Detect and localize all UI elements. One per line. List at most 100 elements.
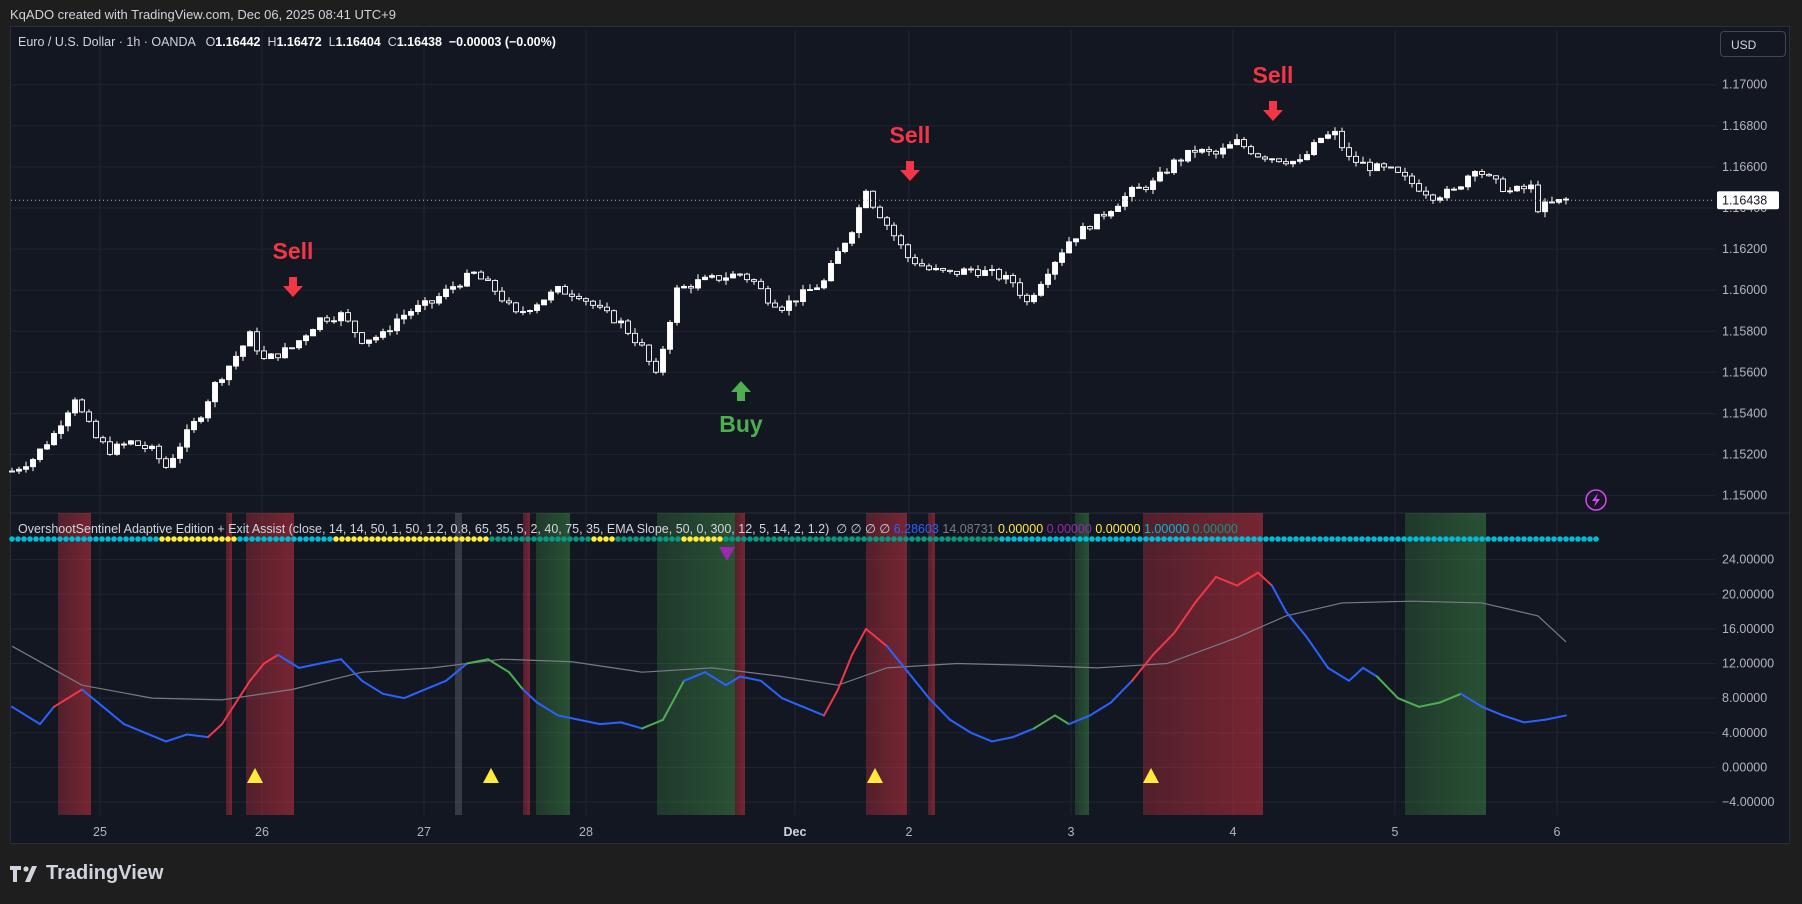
indicator-legend[interactable]: OvershootSentinel Adaptive Edition + Exi… [18, 521, 1238, 536]
candle [1185, 149, 1191, 163]
candle [485, 276, 491, 281]
candle [541, 299, 547, 306]
candle [1017, 278, 1023, 299]
status-dot [213, 536, 219, 542]
candle [1297, 154, 1303, 164]
alert-bolt-icon [1592, 493, 1600, 507]
status-dot [1107, 536, 1113, 542]
candle-body-down [1087, 226, 1093, 230]
sell-signal-label: Sell [1253, 62, 1294, 88]
oscillator-segment [1012, 727, 1035, 739]
candle [870, 190, 876, 210]
candle [611, 309, 617, 324]
indicator-tick-label: 12.00000 [1722, 657, 1774, 671]
status-dot [333, 536, 339, 542]
candle-body-up [457, 285, 463, 288]
tradingview-logo[interactable]: TradingView [10, 862, 163, 885]
candle-body-down [345, 312, 351, 322]
currency-button[interactable]: USD [1720, 31, 1786, 57]
candle [877, 205, 883, 219]
status-dot [423, 536, 429, 542]
status-dot [477, 536, 483, 542]
candle-body-up [1542, 201, 1548, 213]
candle-body-up [51, 433, 57, 446]
candle-body-down [1192, 149, 1198, 153]
status-dot [1425, 536, 1431, 542]
status-dot [1113, 536, 1119, 542]
candle [1332, 127, 1338, 140]
candle-body-up [205, 401, 211, 419]
candle-body-up [408, 311, 414, 316]
status-dot [315, 536, 321, 542]
status-dot [1137, 536, 1143, 542]
oscillator-hot-segment [235, 679, 251, 704]
status-dot [327, 536, 333, 542]
candle [142, 441, 148, 453]
candle-body-down [1521, 185, 1527, 190]
oscillator-segment [1327, 666, 1350, 682]
status-dot [399, 536, 405, 542]
status-dot [873, 536, 879, 542]
candle [1542, 198, 1548, 218]
oscillator-segment [382, 692, 405, 700]
candle-body-up [310, 329, 316, 337]
status-dot [885, 536, 891, 542]
oscillator-segment [683, 671, 706, 682]
oscillator-segment [557, 714, 580, 721]
status-dot [663, 536, 669, 542]
time-tick-label: 25 [93, 825, 107, 839]
status-dot [627, 536, 633, 542]
candle [366, 339, 372, 347]
candle-body-up [1269, 158, 1275, 161]
candle-body-up [366, 339, 372, 344]
status-dot [735, 536, 741, 542]
candle-body-up [303, 335, 309, 342]
oscillator-segment [928, 697, 951, 721]
candle [1192, 145, 1198, 158]
candle-body-down [506, 300, 512, 304]
status-dot [261, 536, 267, 542]
sell-zone [58, 513, 91, 815]
candle [415, 300, 421, 315]
candle [9, 467, 15, 473]
candle-body-down [968, 268, 974, 271]
candle-body-up [58, 425, 64, 434]
status-dot [1455, 536, 1461, 542]
status-dot [1083, 536, 1089, 542]
candle-body-down [9, 470, 15, 473]
candle [590, 299, 596, 309]
candle [1339, 127, 1345, 152]
candle [1143, 185, 1149, 193]
candle [1290, 160, 1296, 168]
symbol-legend[interactable]: Euro / U.S. Dollar · 1h · OANDA O1.16442… [18, 35, 556, 49]
oscillator-segment [277, 653, 300, 669]
candle-body-up [527, 310, 533, 312]
candle [667, 320, 673, 354]
status-dot [1431, 536, 1437, 542]
status-dot [1041, 536, 1047, 542]
indicator-value: 0.00000 [994, 522, 1044, 536]
status-dot [1155, 536, 1161, 542]
oscillator-hot-segment [1194, 575, 1217, 604]
candle [471, 271, 477, 275]
candle-body-down [1500, 178, 1506, 192]
status-dot [15, 536, 21, 542]
candle-body-up [380, 331, 386, 338]
candle-body-down [1283, 161, 1289, 165]
oscillator-hot-segment [207, 723, 223, 739]
candle-body-down [1262, 156, 1268, 160]
candle-body-down [289, 347, 295, 350]
candle [149, 444, 155, 452]
status-dot [273, 536, 279, 542]
candle [1206, 146, 1212, 157]
candle [1136, 183, 1142, 189]
candle-body-down [275, 353, 281, 359]
status-dot [1545, 536, 1551, 542]
candle-body-down [604, 306, 610, 312]
candle [408, 308, 414, 320]
time-tick-label: 4 [1230, 825, 1237, 839]
candle-body-up [1318, 137, 1324, 144]
candle [1423, 186, 1429, 199]
candle [233, 351, 239, 370]
